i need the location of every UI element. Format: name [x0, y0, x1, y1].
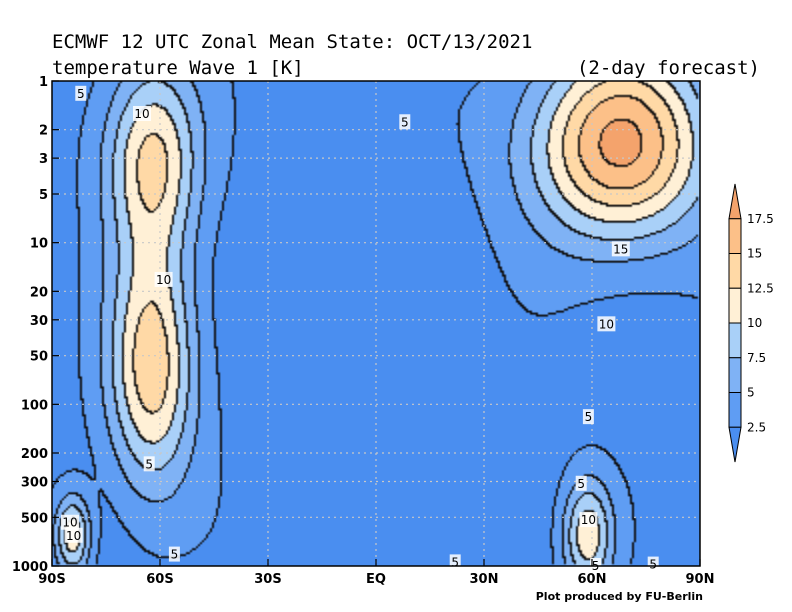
contour-label: 5: [77, 87, 85, 101]
colorbar: 17.5 15 12.5 10 7.5 5 2.5: [728, 183, 774, 463]
colorbar-label: 5: [747, 386, 755, 400]
credit-text: Plot produced by FU-Berlin: [536, 590, 703, 603]
contour-label-bg: [399, 114, 411, 130]
y-tick-label: 5: [39, 188, 48, 203]
x-tick-label: 90N: [686, 572, 715, 587]
colorbar-swatch: [728, 218, 742, 254]
contour-label-bg: [61, 514, 79, 530]
contour-label: 5: [649, 558, 657, 572]
y-tick-label: 200: [21, 447, 48, 462]
x-tick-label: 90S: [38, 572, 65, 587]
x-tick-label: 60N: [578, 572, 607, 587]
contour-label-bg: [597, 316, 616, 332]
contour-label: 10: [62, 516, 77, 530]
colorbar-swatch: [728, 253, 742, 289]
contour-field: [52, 81, 700, 566]
colorbar-swatch: [728, 183, 742, 220]
y-tick-label: 10: [30, 237, 48, 252]
contour-label: 10: [156, 273, 171, 287]
y-tick-label: 50: [30, 350, 48, 365]
chart-title: ECMWF 12 UTC Zonal Mean State: OCT/13/20…: [52, 31, 532, 53]
x-axis: 90S 60S 30S EQ 30N 60N 90N: [38, 559, 714, 587]
x-tick-label: 30N: [470, 572, 499, 587]
x-tick-label: 30S: [254, 572, 281, 587]
contour-label: 5: [401, 115, 409, 129]
contour-label: 5: [171, 548, 179, 562]
contour-label-bg: [143, 456, 155, 472]
contour-label-bg: [154, 271, 173, 287]
y-tick-label: 3: [39, 152, 48, 167]
colorbar-swatch: [728, 426, 742, 463]
contour-label-bg: [168, 546, 180, 562]
colorbar-swatch: [728, 357, 742, 393]
colorbar-swatch: [728, 287, 742, 324]
contour-label-bg: [449, 554, 461, 570]
y-tick-label: 1000: [12, 560, 48, 575]
contour-label: 5: [577, 477, 585, 491]
contour-label-bg: [64, 527, 83, 543]
contour-label-bg: [133, 105, 151, 121]
contour-label: 5: [145, 457, 153, 471]
y-tick-label: 100: [21, 398, 48, 413]
contour-label-bg: [611, 241, 630, 257]
y-tick-label: 1: [39, 75, 48, 90]
colorbar-label: 12.5: [747, 281, 774, 295]
contour-label: 10: [134, 107, 149, 121]
x-tick-label: EQ: [366, 572, 386, 587]
colorbar-label: 2.5: [747, 420, 766, 434]
contour-label: 15: [613, 242, 628, 256]
colorbar-label: 15: [747, 247, 762, 261]
colorbar-label: 17.5: [747, 212, 774, 226]
chart-subtitle: temperature Wave 1 [K]: [52, 57, 304, 79]
colorbar-label: 7.5: [747, 351, 766, 365]
y-tick-label: 30: [30, 314, 48, 329]
contour-label-bg: [575, 475, 587, 491]
y-tick-label: 2: [39, 124, 48, 139]
y-axis: 1 2 3 5 10 20 30 50 100 200 300 500 1000: [12, 75, 59, 575]
contour-label-bg: [647, 556, 659, 572]
forecast-note: (2-day forecast): [577, 57, 760, 79]
contour-label: 5: [451, 555, 459, 569]
y-tick-label: 20: [30, 285, 48, 300]
y-tick-label: 300: [21, 475, 48, 490]
contour-label: 10: [581, 513, 596, 527]
contour-label-bg: [75, 85, 87, 101]
y-tick-label: 500: [21, 511, 48, 526]
colorbar-label: 10: [747, 316, 762, 330]
contour-label: 10: [599, 317, 614, 331]
contour-label-bg: [579, 512, 598, 528]
contour-field-image: [52, 81, 700, 566]
contour-label: 10: [66, 529, 81, 543]
colorbar-swatch: [728, 392, 742, 428]
contour-label: 5: [585, 410, 593, 424]
x-tick-label: 60S: [146, 572, 173, 587]
colorbar-swatch: [728, 322, 742, 359]
contour-label-bg: [582, 409, 594, 425]
